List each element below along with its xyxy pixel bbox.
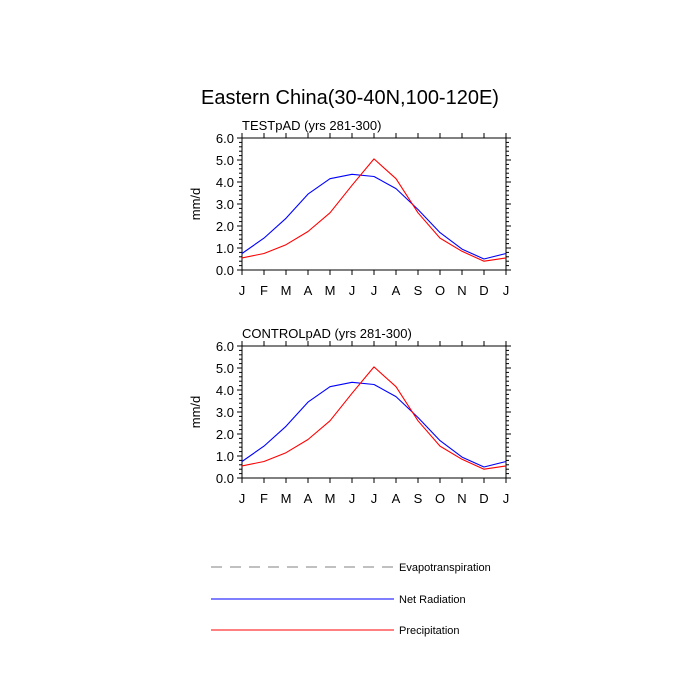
- y-tick-label: 2.0: [216, 427, 234, 442]
- legend-item-precipitation: Precipitation: [211, 625, 460, 637]
- legend: Evapotranspiration Net Radiation Precipita…: [211, 562, 491, 637]
- x-tick-label: J: [371, 491, 378, 506]
- legend-item-evapotranspiration: Evapotranspiration: [211, 562, 491, 574]
- figure-title: Eastern China(30-40N,100-120E): [201, 87, 499, 109]
- x-tick-label: O: [435, 283, 445, 298]
- x-tick-label: M: [325, 283, 336, 298]
- plot-frame: [241, 345, 507, 479]
- y-tick-label: 0.0: [216, 263, 234, 278]
- x-tick-label: S: [414, 283, 423, 298]
- y-tick-label: 3.0: [216, 197, 234, 212]
- x-tick-label: A: [304, 283, 313, 298]
- x-tick-label: J: [503, 283, 510, 298]
- y-tick-label: 4.0: [216, 383, 234, 398]
- x-tick-label: F: [260, 283, 268, 298]
- plot-frame: [241, 137, 507, 271]
- x-tick-label: A: [392, 283, 401, 298]
- y-tick-label: 0.0: [216, 471, 234, 486]
- x-tick-label: D: [479, 491, 488, 506]
- x-tick-label: A: [304, 491, 313, 506]
- y-tick-label: 6.0: [216, 339, 234, 354]
- x-tick-label: J: [239, 491, 246, 506]
- x-tick-label: M: [325, 491, 336, 506]
- series-line-net-radiation: [241, 173, 507, 260]
- x-tick-label: A: [392, 491, 401, 506]
- x-tick-label: J: [503, 491, 510, 506]
- y-tick-label: 1.0: [216, 449, 234, 464]
- series-line-net-radiation: [241, 381, 507, 468]
- legend-label: Precipitation: [399, 625, 460, 637]
- y-tick-label: 2.0: [216, 219, 234, 234]
- x-tick-label: N: [457, 283, 466, 298]
- x-tick-label: M: [281, 283, 292, 298]
- y-axis-label: mm/d: [188, 396, 203, 429]
- y-tick-label: 5.0: [216, 361, 234, 376]
- y-tick-label: 4.0: [216, 175, 234, 190]
- x-tick-label: N: [457, 491, 466, 506]
- y-tick-label: 3.0: [216, 405, 234, 420]
- panel-title: TESTpAD (yrs 281-300): [242, 118, 381, 133]
- panel-title: CONTROLpAD (yrs 281-300): [242, 326, 412, 341]
- x-tick-label: J: [371, 283, 378, 298]
- legend-label: Evapotranspiration: [399, 562, 491, 574]
- series-line-precipitation: [241, 366, 507, 470]
- x-tick-label: M: [281, 491, 292, 506]
- x-tick-label: S: [414, 491, 423, 506]
- legend-label: Net Radiation: [399, 594, 466, 606]
- x-tick-label: D: [479, 283, 488, 298]
- x-tick-label: J: [349, 491, 356, 506]
- legend-item-net-radiation: Net Radiation: [211, 594, 466, 606]
- x-tick-label: J: [239, 283, 246, 298]
- y-tick-label: 6.0: [216, 131, 234, 146]
- chart-panels: TESTpAD (yrs 281-300) 0.0 1.0 2.0 3.0 4.0 5.0 6…: [188, 118, 511, 506]
- chart-panel-1: TESTpAD (yrs 281-300) 0.0 1.0 2.0 3.0 4.0 5.0 6…: [188, 118, 511, 298]
- y-tick-label: 5.0: [216, 153, 234, 168]
- x-tick-label: O: [435, 491, 445, 506]
- y-axis-ticks: [237, 345, 511, 479]
- y-axis-label: mm/d: [188, 188, 203, 221]
- x-tick-label: F: [260, 491, 268, 506]
- series-line-precipitation: [241, 158, 507, 262]
- chart-panel-2: CONTROLpAD (yrs 281-300) 0.0 1.0 2.0 3.0 4.0 5…: [188, 326, 511, 506]
- x-tick-label: J: [349, 283, 356, 298]
- y-axis-ticks: [237, 137, 511, 271]
- y-tick-label: 1.0: [216, 241, 234, 256]
